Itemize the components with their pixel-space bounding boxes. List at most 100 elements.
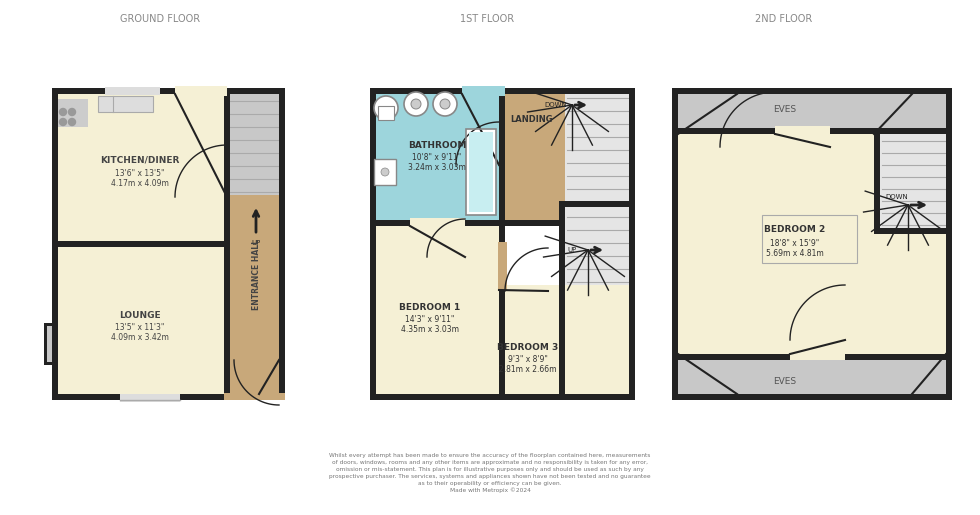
Bar bbox=[370, 394, 635, 400]
Text: KITCHEN/DINER: KITCHEN/DINER bbox=[100, 156, 179, 164]
Bar bbox=[565, 205, 635, 285]
Bar bbox=[224, 245, 230, 400]
Bar bbox=[98, 96, 153, 112]
Bar bbox=[672, 394, 952, 400]
Text: 2ND FLOOR: 2ND FLOOR bbox=[756, 14, 812, 24]
Circle shape bbox=[60, 118, 67, 126]
Bar bbox=[559, 285, 565, 400]
Circle shape bbox=[433, 92, 457, 116]
Bar bbox=[227, 88, 285, 195]
Text: GROUND FLOOR: GROUND FLOOR bbox=[120, 14, 200, 24]
Bar bbox=[44, 323, 54, 326]
Text: BEDROOM 1: BEDROOM 1 bbox=[400, 302, 461, 312]
Bar bbox=[44, 323, 47, 365]
Bar bbox=[466, 129, 496, 215]
Bar bbox=[672, 88, 952, 128]
Text: 13'5" x 11'3": 13'5" x 11'3" bbox=[116, 323, 165, 333]
Bar bbox=[52, 88, 285, 94]
Bar bbox=[505, 285, 635, 400]
Bar bbox=[105, 87, 160, 95]
Bar bbox=[946, 88, 952, 400]
Bar bbox=[775, 126, 830, 135]
Bar bbox=[499, 88, 505, 220]
Text: 4.09m x 3.42m: 4.09m x 3.42m bbox=[111, 334, 169, 342]
Bar bbox=[469, 132, 493, 212]
Circle shape bbox=[60, 109, 67, 115]
Circle shape bbox=[69, 109, 75, 115]
Text: LANDING: LANDING bbox=[511, 115, 554, 125]
Bar bbox=[672, 128, 952, 134]
Text: UP: UP bbox=[567, 247, 576, 253]
Bar bbox=[378, 106, 394, 120]
Circle shape bbox=[69, 118, 75, 126]
Bar bbox=[559, 205, 565, 285]
Bar bbox=[52, 245, 227, 400]
Bar bbox=[52, 394, 285, 400]
Text: UP: UP bbox=[252, 240, 261, 246]
Text: 14'3" x 9'11": 14'3" x 9'11" bbox=[406, 316, 455, 324]
Text: 18'8" x 15'9": 18'8" x 15'9" bbox=[770, 238, 819, 248]
Bar bbox=[52, 241, 224, 247]
Circle shape bbox=[381, 168, 389, 176]
Text: 2.81m x 2.66m: 2.81m x 2.66m bbox=[499, 366, 557, 374]
Bar bbox=[227, 88, 285, 400]
Text: LOUNGE: LOUNGE bbox=[120, 311, 161, 319]
Circle shape bbox=[374, 96, 398, 120]
Bar bbox=[462, 86, 505, 96]
Bar bbox=[499, 220, 505, 400]
Bar bbox=[565, 88, 635, 205]
Text: EVES: EVES bbox=[773, 377, 797, 386]
Bar bbox=[874, 128, 880, 234]
Text: 10'8" x 9'11": 10'8" x 9'11" bbox=[413, 153, 462, 163]
Bar bbox=[762, 215, 857, 263]
Circle shape bbox=[440, 99, 450, 109]
Bar bbox=[98, 96, 153, 112]
Bar bbox=[52, 88, 58, 400]
Bar bbox=[279, 88, 285, 400]
Bar bbox=[880, 88, 952, 128]
Bar bbox=[672, 360, 952, 400]
Text: EVES: EVES bbox=[773, 106, 797, 114]
Bar bbox=[44, 323, 54, 365]
Text: 3.24m x 3.03m: 3.24m x 3.03m bbox=[408, 163, 466, 173]
Text: 4.17m x 4.09m: 4.17m x 4.09m bbox=[111, 179, 169, 187]
Bar bbox=[370, 220, 505, 226]
Text: BATHROOM: BATHROOM bbox=[408, 141, 466, 149]
Bar bbox=[410, 218, 465, 228]
Bar bbox=[370, 88, 376, 400]
Bar bbox=[175, 86, 227, 96]
Text: BEDROOM 2: BEDROOM 2 bbox=[764, 226, 825, 234]
Bar bbox=[790, 352, 845, 360]
Text: 5.69m x 4.81m: 5.69m x 4.81m bbox=[766, 249, 824, 258]
Text: Whilst every attempt has been made to ensure the accuracy of the floorplan conta: Whilst every attempt has been made to en… bbox=[329, 453, 651, 493]
Bar bbox=[370, 88, 505, 220]
Bar bbox=[874, 228, 952, 234]
Bar bbox=[120, 394, 180, 402]
Text: 1ST FLOOR: 1ST FLOOR bbox=[460, 14, 514, 24]
Bar bbox=[44, 362, 54, 365]
Circle shape bbox=[404, 92, 428, 116]
Bar bbox=[224, 88, 230, 245]
Text: DOWN: DOWN bbox=[886, 194, 908, 200]
Text: BEDROOM 3: BEDROOM 3 bbox=[498, 342, 559, 352]
Bar bbox=[374, 159, 396, 185]
Text: 13'6" x 13'5": 13'6" x 13'5" bbox=[116, 168, 165, 178]
Circle shape bbox=[411, 99, 421, 109]
Bar bbox=[672, 128, 952, 360]
Text: 9'3" x 8'9": 9'3" x 8'9" bbox=[508, 355, 548, 365]
Bar bbox=[672, 88, 678, 400]
Bar bbox=[559, 201, 629, 207]
Bar bbox=[378, 106, 394, 120]
Bar bbox=[498, 242, 507, 290]
Bar bbox=[370, 220, 505, 400]
Text: DOWN: DOWN bbox=[545, 102, 567, 108]
Bar bbox=[374, 159, 396, 185]
Bar bbox=[224, 393, 285, 400]
Bar bbox=[499, 220, 565, 226]
Bar bbox=[629, 88, 635, 400]
Text: 4.35m x 3.03m: 4.35m x 3.03m bbox=[401, 325, 459, 335]
Bar bbox=[466, 129, 496, 215]
Bar bbox=[880, 128, 952, 228]
Bar bbox=[370, 88, 635, 94]
Bar bbox=[52, 88, 227, 245]
